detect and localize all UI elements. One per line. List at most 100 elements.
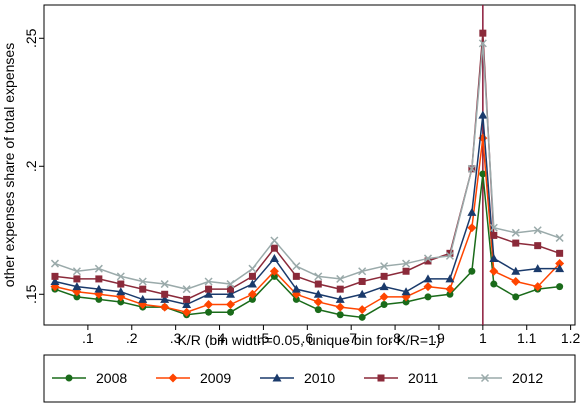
point	[445, 274, 455, 283]
point	[226, 300, 236, 310]
point	[204, 289, 214, 298]
x-tick-label: .1	[82, 330, 94, 346]
x-tick-label: 1.2	[561, 330, 580, 346]
y-tick-label: .15	[23, 284, 39, 304]
point	[478, 110, 488, 119]
point	[489, 253, 499, 262]
point	[555, 233, 564, 242]
point	[357, 289, 367, 298]
point	[72, 282, 82, 291]
point	[94, 284, 104, 293]
point	[72, 267, 81, 276]
x-tick-label: .3	[170, 330, 182, 346]
point	[161, 290, 169, 298]
point	[468, 267, 476, 275]
point	[51, 272, 59, 280]
x-tick-label: 1	[479, 330, 487, 346]
point	[380, 272, 388, 280]
x-tick-label: .4	[214, 330, 226, 346]
point	[358, 313, 366, 321]
y-tick-label: .2	[23, 160, 39, 172]
legend-label: 2009	[200, 370, 231, 386]
legend-marker	[272, 373, 282, 382]
point	[248, 272, 256, 280]
point	[379, 292, 389, 302]
point	[424, 257, 432, 265]
point	[556, 283, 564, 291]
point	[490, 280, 498, 288]
point	[533, 282, 543, 292]
point	[95, 295, 103, 303]
legend-marker	[480, 373, 490, 383]
point	[183, 295, 191, 303]
point	[94, 264, 103, 273]
point	[160, 302, 170, 312]
point	[357, 305, 367, 315]
point	[160, 294, 170, 303]
legend-marker	[65, 374, 73, 382]
point	[292, 262, 301, 271]
point	[555, 264, 565, 273]
point	[117, 298, 125, 306]
legend-label: 2011	[408, 370, 438, 386]
point	[512, 293, 520, 301]
point	[512, 239, 520, 247]
point	[489, 223, 498, 232]
point	[160, 280, 169, 289]
x-tick-label: 1.1	[517, 330, 537, 346]
x-tick-label: .9	[433, 330, 445, 346]
point	[490, 231, 498, 239]
point	[336, 285, 344, 293]
point	[358, 277, 366, 285]
x-tick-label: .2	[126, 330, 138, 346]
point	[138, 294, 148, 303]
series-line	[54, 43, 560, 290]
point	[291, 284, 301, 293]
point	[533, 264, 543, 273]
point	[402, 259, 411, 268]
point	[380, 301, 388, 309]
point	[248, 264, 257, 273]
point	[479, 29, 487, 37]
point	[73, 275, 81, 283]
point	[269, 266, 279, 276]
legend-label: 2012	[512, 370, 543, 386]
point	[335, 294, 345, 303]
point	[227, 308, 235, 316]
point	[73, 293, 81, 301]
point	[182, 300, 192, 309]
point	[358, 267, 367, 276]
point	[335, 302, 345, 312]
point	[445, 284, 455, 294]
point	[446, 290, 454, 298]
point	[467, 223, 477, 233]
point	[467, 207, 477, 216]
point	[117, 280, 125, 288]
legend-frame	[43, 354, 576, 403]
plot-frame	[43, 4, 576, 326]
point	[116, 272, 125, 281]
point	[247, 279, 257, 288]
point	[556, 249, 564, 257]
point	[402, 298, 410, 306]
point	[423, 282, 433, 292]
point	[116, 287, 126, 296]
y-tick-label: .25	[23, 28, 39, 48]
point	[424, 293, 432, 301]
point	[314, 272, 323, 281]
point	[205, 308, 213, 316]
point	[314, 280, 322, 288]
point	[247, 289, 257, 299]
point	[204, 300, 214, 310]
point	[511, 266, 521, 275]
point	[555, 259, 565, 269]
point	[534, 242, 542, 250]
point	[379, 282, 389, 291]
point	[380, 262, 389, 271]
point	[478, 39, 487, 48]
point	[445, 251, 454, 260]
x-axis-label: K/R (bin width=0.05, unique bin for K/R=…	[177, 332, 440, 348]
point	[313, 289, 323, 298]
legend-marker	[168, 373, 178, 383]
